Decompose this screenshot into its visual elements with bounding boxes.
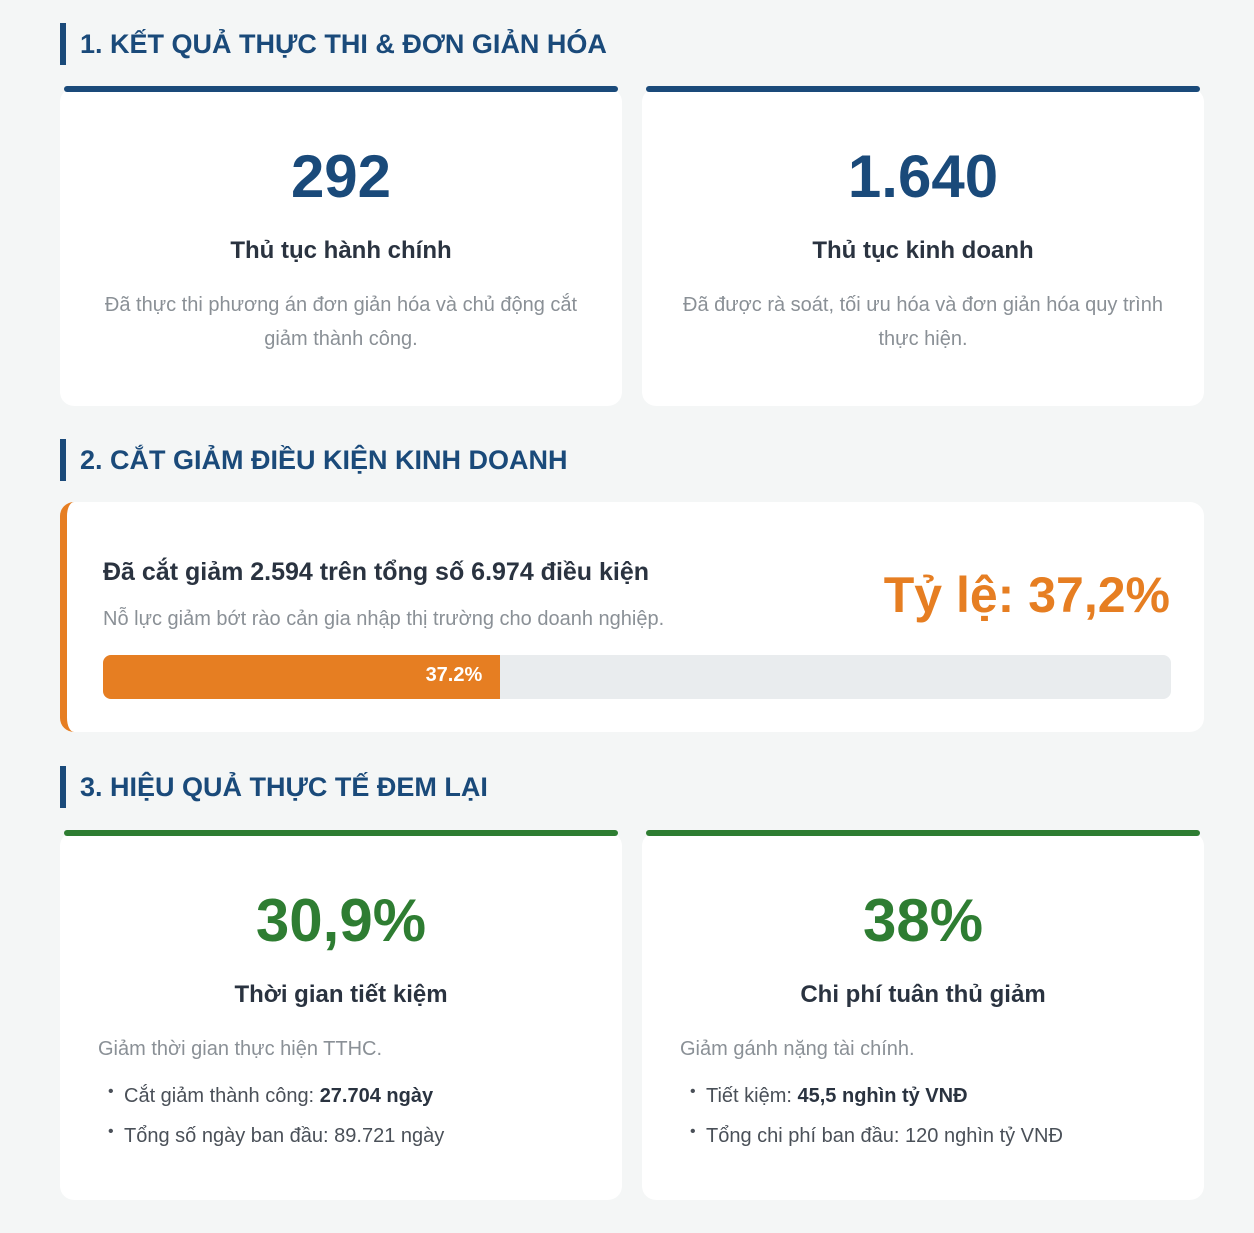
stat-card-time-saved: 30,9% Thời gian tiết kiệm Giảm thời gian…: [60, 830, 622, 1200]
stat-value: 30,9%: [255, 887, 427, 954]
business-conditions-card: Đã cắt giảm 2.594 trên tổng số 6.974 điề…: [60, 502, 1204, 732]
bullet-item: Cắt giảm thành công: 27.704 ngày: [108, 1072, 444, 1116]
stat-card-administrative-procedures: 292 Thủ tục hành chính Đã thực thi phươn…: [60, 86, 622, 406]
stat-label: Thời gian tiết kiệm: [234, 981, 448, 1008]
stat-label: Thủ tục kinh doanh: [812, 237, 1034, 264]
section-3-title: 3. HIỆU QUẢ THỰC TẾ ĐEM LẠI: [60, 766, 488, 808]
card-accent-bar: [64, 86, 618, 92]
cut-headline: Đã cắt giảm 2.594 trên tổng số 6.974 điề…: [103, 558, 650, 586]
stat-description: Giảm thời gian thực hiện TTHC.: [98, 1038, 383, 1060]
card-accent-bar: [646, 86, 1200, 92]
cut-ratio: Tỷ lệ: 37,2%: [883, 567, 1170, 623]
bullet-item: Tổng số ngày ban đầu: 89.721 ngày: [108, 1112, 444, 1156]
stat-description: Đã được rà soát, tối ưu hóa và đơn giản …: [683, 294, 1163, 350]
progress-label: 37.2%: [425, 664, 483, 686]
card-accent-bar: [646, 830, 1200, 836]
bullet-item: Tiết kiệm: 45,5 nghìn tỷ VNĐ: [690, 1072, 1063, 1116]
stat-value: 1.640: [847, 143, 999, 210]
progress-fill: 37.2%: [103, 655, 501, 699]
stat-description: Đã thực thi phương án đơn giản hóa và ch…: [104, 294, 578, 350]
stat-card-business-procedures: 1.640 Thủ tục kinh doanh Đã được rà soát…: [642, 86, 1204, 406]
section-1-title: 1. KẾT QUẢ THỰC THI & ĐƠN GIẢN HÓA: [60, 23, 607, 65]
stat-card-compliance-cost: 38% Chi phí tuân thủ giảm Giảm gánh nặng…: [642, 830, 1204, 1200]
card-accent-bar: [64, 830, 618, 836]
section-2-title: 2. CẮT GIẢM ĐIỀU KIỆN KINH DOANH: [60, 439, 568, 481]
stat-label: Thủ tục hành chính: [230, 237, 452, 264]
stat-label: Chi phí tuân thủ giảm: [800, 981, 1046, 1008]
bullet-list: Tiết kiệm: 45,5 nghìn tỷ VNĐ Tổng chi ph…: [690, 1072, 1063, 1156]
cut-subtitle: Nỗ lực giảm bớt rào cản gia nhập thị trư…: [103, 608, 665, 630]
stat-description: Giảm gánh nặng tài chính.: [680, 1038, 915, 1060]
progress-bar: 37.2%: [103, 655, 1171, 699]
stat-value: 292: [290, 143, 392, 210]
bullet-item: Tổng chi phí ban đầu: 120 nghìn tỷ VNĐ: [690, 1112, 1063, 1156]
stat-value: 38%: [862, 887, 984, 954]
bullet-list: Cắt giảm thành công: 27.704 ngày Tổng số…: [108, 1072, 444, 1156]
